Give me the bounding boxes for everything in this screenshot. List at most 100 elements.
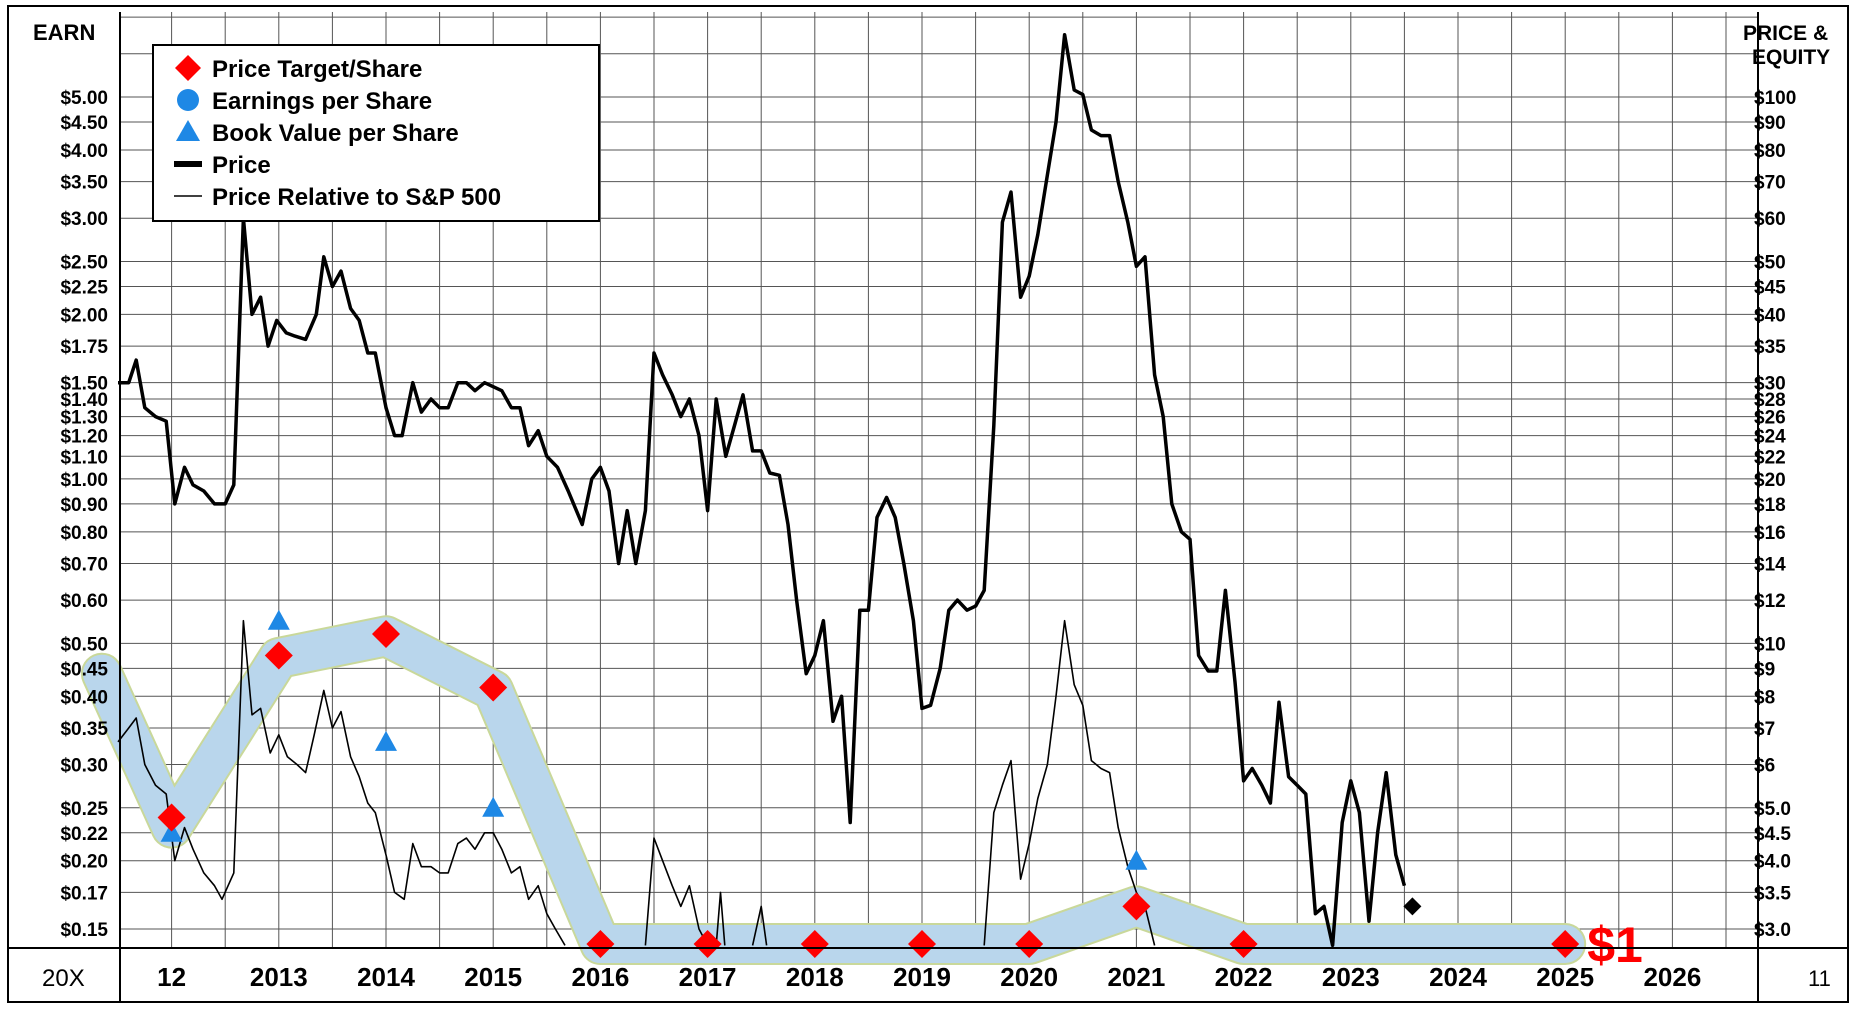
left-tick-label: $0.60 xyxy=(60,591,108,612)
relative-line xyxy=(983,619,1156,946)
legend-label: Price Target/Share xyxy=(212,56,422,83)
x-tick-label: 2020 xyxy=(1000,962,1058,992)
left-tick-label: $3.00 xyxy=(60,209,108,230)
left-tick-label: $5.00 xyxy=(60,88,108,109)
x-tick-label: 2016 xyxy=(571,962,629,992)
book-value-marker xyxy=(1125,849,1148,870)
right-tick-label: $35 xyxy=(1754,337,1786,358)
legend-triangle-icon xyxy=(176,120,200,141)
left-tick-label: $0.35 xyxy=(60,719,108,740)
right-tick-label: $70 xyxy=(1754,173,1786,194)
left-tick-label: $2.00 xyxy=(60,305,108,326)
book-value-marker xyxy=(267,609,290,630)
right-tick-label: $16 xyxy=(1754,523,1786,544)
legend-thick-line-icon xyxy=(174,161,202,167)
right-tick-label: $28 xyxy=(1754,390,1786,411)
frame xyxy=(7,5,1849,1003)
x-tick-label: 2025 xyxy=(1536,962,1594,992)
legend-label: Book Value per Share xyxy=(212,120,459,147)
axes: $5.00 $4.50 $4.00 $3.50 $3.00 $2.50 $2.25 $2.00… xyxy=(60,88,1796,992)
left-tick-label: $0.15 xyxy=(60,920,108,941)
right-axis-title-line2: EQUITY xyxy=(1752,46,1830,69)
right-tick-label: $3.0 xyxy=(1754,920,1791,941)
right-tick-label: $18 xyxy=(1754,495,1786,516)
left-tick-label: $0.20 xyxy=(60,852,108,873)
x-tick-label: 2019 xyxy=(893,962,951,992)
price-lines xyxy=(117,32,1407,948)
right-axis-title-line1: PRICE & xyxy=(1743,22,1828,45)
left-tick-label: $1.40 xyxy=(60,390,108,411)
right-tick-label: $3.5 xyxy=(1754,883,1791,904)
x-tick-label: 2017 xyxy=(679,962,737,992)
last-price-marker xyxy=(1403,897,1422,916)
price-target-marker xyxy=(157,803,186,832)
x-tick-label: 12 xyxy=(157,962,186,992)
x-tick-label: 2023 xyxy=(1322,962,1380,992)
markers: $1 xyxy=(157,609,1643,973)
relative-line xyxy=(715,891,726,946)
left-tick-label: $1.50 xyxy=(60,374,108,395)
right-tick-label: $30 xyxy=(1754,374,1786,395)
legend-label: Price Relative to S&P 500 xyxy=(212,184,501,211)
x-tick-label: 2013 xyxy=(250,962,308,992)
right-tick-label: $20 xyxy=(1754,470,1786,491)
left-tick-label: $0.17 xyxy=(60,883,108,904)
left-tick-label: $1.10 xyxy=(60,447,108,468)
price-target-marker xyxy=(908,930,936,958)
left-tick-label: $0.80 xyxy=(60,523,108,544)
left-tick-label: $1.75 xyxy=(60,337,108,358)
book-value-marker xyxy=(160,821,183,842)
price-target-marker xyxy=(479,673,508,702)
left-tick-label: $0.90 xyxy=(60,495,108,516)
right-tick-label: $4.0 xyxy=(1754,852,1791,873)
left-tick-label: $2.50 xyxy=(60,252,108,273)
left-tick-label: $3.50 xyxy=(60,173,108,194)
price-target-marker xyxy=(1229,930,1258,958)
x-tick-label: 2015 xyxy=(464,962,522,992)
relative-line xyxy=(751,905,768,946)
legend-label: Price xyxy=(212,152,271,179)
right-tick-label: $26 xyxy=(1754,408,1786,429)
right-tick-label: $10 xyxy=(1754,634,1786,655)
right-tick-label: $60 xyxy=(1754,209,1786,230)
right-tick-label: $12 xyxy=(1754,591,1786,612)
left-tick-label: $4.50 xyxy=(60,113,108,134)
left-tick-label: $1.20 xyxy=(60,427,108,448)
right-tick-label: $24 xyxy=(1754,427,1786,448)
right-tick-label: $4.5 xyxy=(1754,824,1791,845)
price-target-marker xyxy=(800,930,829,958)
x-tick-label: 2021 xyxy=(1107,962,1165,992)
legend-circle-icon xyxy=(177,89,199,111)
price-target-marker xyxy=(1551,930,1580,958)
left-tick-label: $0.40 xyxy=(60,687,108,708)
left-tick-label: $2.25 xyxy=(60,277,108,298)
right-tick-label: $5.0 xyxy=(1754,799,1791,820)
x-tick-label: 2024 xyxy=(1429,962,1487,992)
price-target-marker xyxy=(372,620,400,649)
left-tick-label: $0.45 xyxy=(60,659,108,680)
right-tick-label: $6 xyxy=(1754,756,1775,777)
x-tick-label: 2018 xyxy=(786,962,844,992)
x-tick-label: 2014 xyxy=(357,962,415,992)
left-axis-title: EARN xyxy=(33,20,95,45)
left-tick-label: $4.00 xyxy=(60,141,108,162)
legend-box xyxy=(152,44,600,222)
price-target-marker xyxy=(693,930,722,958)
book-value-marker xyxy=(482,796,505,817)
book-value-marker xyxy=(375,730,397,751)
outer-frame xyxy=(7,5,1849,1003)
left-tick-label: $1.30 xyxy=(60,408,108,429)
left-tick-label: $1.00 xyxy=(60,470,108,491)
price-target-marker xyxy=(586,930,615,958)
x-tick-label: 2022 xyxy=(1215,962,1273,992)
price-target-marker xyxy=(1015,930,1044,958)
relative-line xyxy=(117,619,566,946)
legend: Price Target/Share Earnings per Share Book… xyxy=(152,44,600,222)
x-tick-label: 2026 xyxy=(1643,962,1701,992)
corner-right-label: 11 xyxy=(1808,966,1831,991)
right-tick-label: $8 xyxy=(1754,687,1775,708)
price-line xyxy=(118,32,1407,948)
left-tick-label: $0.50 xyxy=(60,634,108,655)
relative-line xyxy=(644,837,709,946)
